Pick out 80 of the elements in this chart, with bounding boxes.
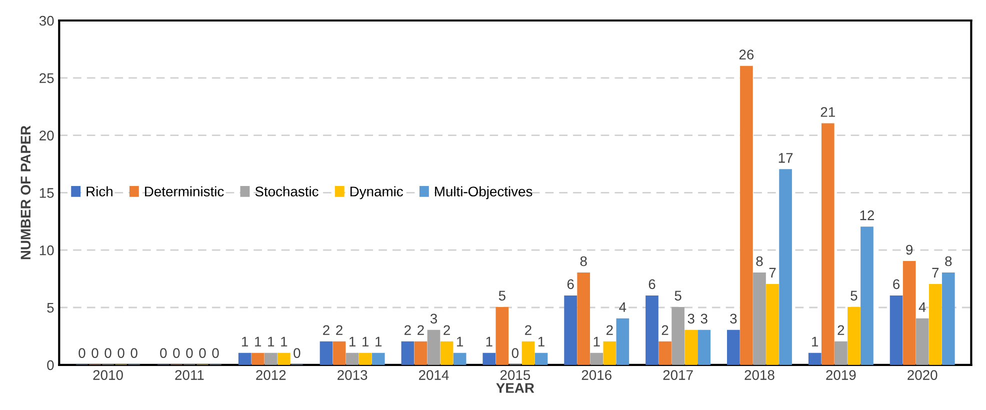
data-label: 4 [918,302,926,312]
data-label: 1 [486,336,492,346]
y-axis-title: NUMBER OF PAPER [20,126,31,260]
data-label: 6 [648,279,656,290]
x-tick-label: 2017 [663,370,693,380]
x-tick-label: 2018 [744,370,774,380]
data-label: 2 [336,325,342,335]
legend-label: Dynamic [350,186,403,200]
legend-label: Stochastic [255,186,318,196]
data-label: 0 [199,348,206,358]
data-label: 5 [674,290,682,301]
y-tick-label: 30 [39,16,54,26]
x-tick-label: 2013 [338,370,368,380]
x-tick-label: 2019 [826,370,856,380]
data-label: 8 [580,256,587,266]
legend-label: Rich [86,186,112,196]
y-tick-label: 15 [40,188,54,198]
data-label: 3 [700,314,708,324]
data-label: 3 [688,314,694,324]
data-label: 1 [350,336,356,346]
data-label: 1 [242,336,248,346]
x-tick-label: 2015 [500,370,530,380]
data-label: 6 [893,279,900,290]
data-label: 1 [594,336,600,346]
data-label: 2 [838,325,844,335]
data-label: 0 [160,348,167,358]
data-label: 9 [906,244,913,255]
data-label: 0 [294,348,300,358]
data-label: 7 [769,268,776,278]
data-label: 1 [812,336,818,346]
x-tick-label: 2012 [256,370,286,380]
data-label: 2 [525,325,532,335]
x-tick-label: 2020 [908,370,938,380]
data-label: 0 [118,348,124,358]
y-tick-label: 5 [47,302,54,313]
x-axis-title: YEAR [496,383,534,393]
data-label: 0 [212,348,219,358]
y-tick-label: 10 [40,245,54,256]
data-label: 0 [186,348,193,358]
data-label: 1 [268,336,274,346]
legend-label: Deterministic [145,186,224,196]
data-label: 12 [860,210,874,220]
data-label: 7 [932,268,939,278]
data-label: 2 [418,325,424,335]
data-label: 1 [362,336,369,346]
data-label: 4 [619,302,626,312]
data-label: 2 [444,325,450,335]
data-label: 2 [606,325,613,335]
x-tick-label: 2010 [93,370,123,380]
data-label: 3 [730,314,737,324]
data-label: 2 [323,325,330,335]
x-tick-label: 2014 [419,370,449,380]
data-label: 1 [255,336,262,346]
data-label: 8 [945,256,952,266]
x-tick-label: 2016 [582,370,612,380]
data-label: 3 [430,314,438,324]
data-label: 0 [104,348,112,358]
data-label: 1 [457,336,463,346]
y-tick-label: 25 [40,73,54,84]
data-label: 0 [512,348,519,358]
data-label: 0 [78,348,86,358]
data-label: 1 [376,336,382,346]
data-label: 1 [281,336,288,346]
data-label: 2 [404,325,411,335]
data-label: 1 [538,336,544,346]
y-tick-label: 20 [40,130,54,140]
data-label: 0 [173,348,180,358]
y-tick-label: 0 [47,360,54,370]
data-label: 8 [756,256,763,266]
data-label: 0 [92,348,98,358]
data-label: 6 [567,279,574,290]
data-label: 17 [778,153,793,163]
data-label: 5 [850,290,858,301]
data-label: 2 [662,325,668,335]
data-label: 26 [739,50,754,60]
data-label: 5 [498,290,506,301]
data-label: 21 [820,107,835,117]
data-label: 0 [130,348,138,358]
x-tick-label: 2011 [175,370,204,380]
legend-label: Multi-Objectives [435,186,532,200]
